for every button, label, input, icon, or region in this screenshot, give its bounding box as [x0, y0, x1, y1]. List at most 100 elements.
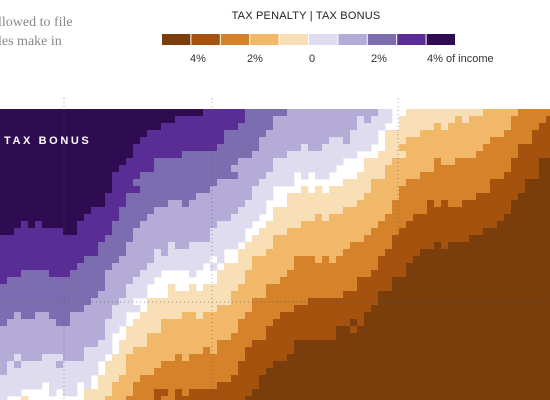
heatmap-cell — [378, 256, 386, 264]
heatmap-cell — [336, 340, 344, 348]
heatmap-cell — [98, 137, 106, 145]
heatmap-cell — [525, 228, 533, 236]
heatmap-cell — [371, 263, 379, 271]
heatmap-cell — [77, 347, 85, 355]
heatmap-cell — [70, 270, 78, 278]
heatmap-cell — [252, 340, 260, 348]
heatmap-cell — [546, 158, 550, 166]
heatmap-cell — [476, 326, 484, 334]
heatmap-cell — [273, 319, 281, 327]
heatmap-cell — [112, 221, 120, 229]
heatmap-cell — [231, 144, 239, 152]
heatmap-cell — [413, 116, 421, 124]
heatmap-cell — [168, 389, 176, 397]
heatmap-cell — [420, 291, 428, 299]
heatmap-cell — [294, 270, 302, 278]
heatmap-cell — [245, 354, 253, 362]
heatmap-cell — [238, 396, 246, 400]
heatmap-cell — [483, 221, 491, 229]
heatmap-cell — [490, 144, 498, 152]
heatmap-cell — [455, 130, 463, 138]
heatmap-cell — [63, 284, 71, 292]
heatmap-cell — [273, 130, 281, 138]
heatmap-cell — [350, 354, 358, 362]
heatmap-cell — [245, 312, 253, 320]
heatmap-cell — [434, 277, 442, 285]
heatmap-cell — [399, 305, 407, 313]
heatmap-cell — [217, 130, 225, 138]
heatmap-cell — [294, 165, 302, 173]
heatmap-cell — [399, 144, 407, 152]
heatmap-cell — [539, 228, 547, 236]
heatmap-cell — [518, 312, 526, 320]
heatmap-cell — [441, 193, 449, 201]
heatmap-cell — [245, 396, 253, 400]
heatmap-cell — [210, 312, 218, 320]
heatmap-cell — [112, 249, 120, 257]
heatmap-cell — [469, 291, 477, 299]
heatmap-cell — [518, 368, 526, 376]
heatmap-cell — [434, 256, 442, 264]
heatmap-cell — [175, 228, 183, 236]
heatmap-cell — [119, 151, 127, 159]
heatmap-cell — [462, 235, 470, 243]
heatmap-cell — [63, 130, 71, 138]
heatmap-cell — [511, 382, 519, 390]
heatmap-cell — [56, 235, 64, 243]
heatmap-cell — [105, 130, 113, 138]
heatmap-cell — [406, 284, 414, 292]
heatmap-cell — [28, 144, 36, 152]
heatmap-cell — [301, 207, 309, 215]
heatmap-cell — [301, 284, 309, 292]
heatmap-cell — [147, 347, 155, 355]
heatmap-cell — [413, 137, 421, 145]
heatmap-cell — [273, 123, 281, 131]
heatmap-cell — [245, 340, 253, 348]
heatmap-cell — [7, 263, 15, 271]
heatmap-cell — [49, 312, 57, 320]
heatmap-cell — [441, 151, 449, 159]
heatmap-cell — [175, 354, 183, 362]
heatmap-cell — [406, 123, 414, 131]
heatmap-cell — [350, 221, 358, 229]
heatmap-cell — [63, 361, 71, 369]
heatmap-cell — [217, 158, 225, 166]
heatmap-cell — [7, 158, 15, 166]
heatmap-cell — [273, 375, 281, 383]
heatmap-cell — [112, 116, 120, 124]
heatmap-cell — [133, 151, 141, 159]
heatmap-cell — [483, 354, 491, 362]
heatmap-cell — [21, 347, 29, 355]
heatmap-cell — [133, 116, 141, 124]
heatmap-cell — [483, 144, 491, 152]
heatmap-cell — [434, 305, 442, 313]
heatmap-cell — [511, 333, 519, 341]
heatmap-cell — [217, 165, 225, 173]
heatmap-cell — [371, 165, 379, 173]
heatmap-cell — [56, 382, 64, 390]
heatmap-cell — [105, 235, 113, 243]
heatmap-cell — [483, 305, 491, 313]
heatmap-cell — [91, 193, 99, 201]
heatmap-cell — [210, 137, 218, 145]
heatmap-cell — [273, 214, 281, 222]
heatmap-cell — [119, 291, 127, 299]
heatmap-cell — [133, 305, 141, 313]
heatmap-cell — [441, 312, 449, 320]
heatmap-cell — [7, 242, 15, 250]
heatmap-cell — [406, 186, 414, 194]
heatmap-cell — [35, 347, 43, 355]
heatmap-cell — [322, 347, 330, 355]
heatmap-cell — [371, 193, 379, 201]
heatmap-cell — [532, 172, 540, 180]
heatmap-cell — [287, 109, 295, 117]
heatmap-cell — [203, 186, 211, 194]
heatmap-cell — [420, 326, 428, 334]
heatmap-cell — [63, 144, 71, 152]
heatmap-cell — [427, 221, 435, 229]
heatmap-cell — [77, 256, 85, 264]
heatmap-cell — [315, 221, 323, 229]
heatmap-cell — [112, 354, 120, 362]
heatmap-cell — [462, 361, 470, 369]
heatmap-cell — [343, 228, 351, 236]
